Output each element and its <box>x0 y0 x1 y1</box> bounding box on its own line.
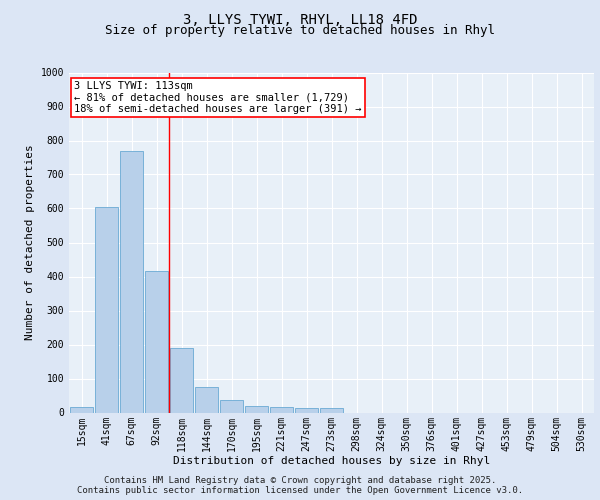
Text: 3 LLYS TYWI: 113sqm
← 81% of detached houses are smaller (1,729)
18% of semi-det: 3 LLYS TYWI: 113sqm ← 81% of detached ho… <box>74 81 362 114</box>
Bar <box>170 348 193 412</box>
Bar <box>269 408 293 412</box>
Bar <box>95 207 118 412</box>
Bar <box>295 408 319 412</box>
Text: Contains HM Land Registry data © Crown copyright and database right 2025.: Contains HM Land Registry data © Crown c… <box>104 476 496 485</box>
Bar <box>70 408 94 412</box>
Bar <box>145 272 169 412</box>
Bar <box>220 400 244 412</box>
Bar <box>320 408 343 412</box>
Text: Contains public sector information licensed under the Open Government Licence v3: Contains public sector information licen… <box>77 486 523 495</box>
Text: 3, LLYS TYWI, RHYL, LL18 4FD: 3, LLYS TYWI, RHYL, LL18 4FD <box>183 12 417 26</box>
Bar <box>194 387 218 412</box>
Bar <box>245 406 268 412</box>
Text: Size of property relative to detached houses in Rhyl: Size of property relative to detached ho… <box>105 24 495 37</box>
X-axis label: Distribution of detached houses by size in Rhyl: Distribution of detached houses by size … <box>173 456 490 466</box>
Bar <box>119 150 143 412</box>
Y-axis label: Number of detached properties: Number of detached properties <box>25 144 35 340</box>
